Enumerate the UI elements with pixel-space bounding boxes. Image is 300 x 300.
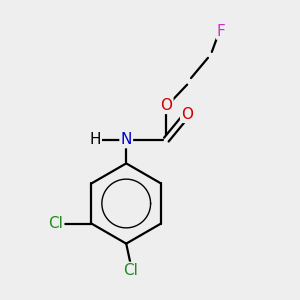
Text: Cl: Cl <box>123 263 138 278</box>
Text: F: F <box>217 24 226 39</box>
Text: O: O <box>160 98 172 113</box>
Text: N: N <box>121 132 132 147</box>
Text: Cl: Cl <box>48 216 63 231</box>
Text: H: H <box>89 132 101 147</box>
Text: O: O <box>181 107 193 122</box>
